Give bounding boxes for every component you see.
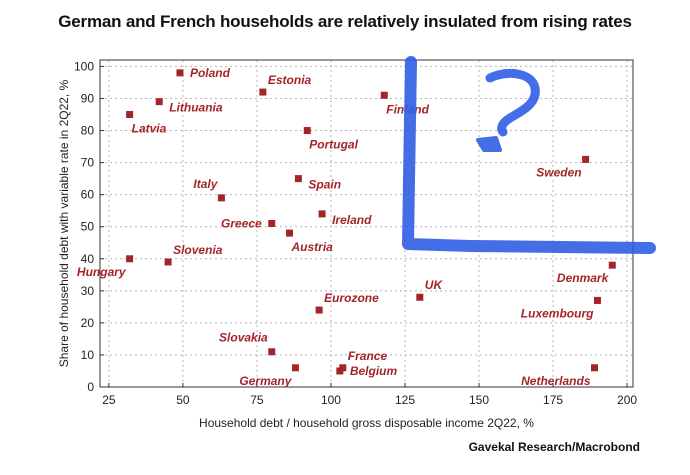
x-axis-label: Household debt / household gross disposa… [199, 416, 534, 430]
point-marker-eurozone [315, 306, 323, 314]
y-axis-label: Share of household debt with variable ra… [57, 79, 71, 367]
x-tick-label: 200 [617, 393, 637, 407]
point-label-estonia: Estonia [268, 73, 312, 87]
point-label-ireland: Ireland [332, 213, 372, 227]
point-label-latvia: Latvia [132, 122, 167, 136]
point-marker-portugal [303, 127, 311, 135]
point-marker-spain [294, 175, 302, 183]
point-label-netherlands: Netherlands [521, 374, 591, 388]
chart-title: German and French households are relativ… [58, 12, 632, 31]
point-marker-luxembourg [593, 296, 601, 304]
point-marker-lithuania [155, 98, 163, 106]
y-tick-label: 40 [81, 252, 95, 266]
point-marker-slovenia [164, 258, 172, 266]
y-tick-label: 100 [74, 59, 94, 73]
annotation-question-mark [485, 68, 540, 137]
y-tick-label: 0 [87, 380, 94, 394]
y-tick-label: 10 [81, 348, 95, 362]
point-label-slovakia: Slovakia [219, 331, 268, 345]
plot-frame [99, 59, 634, 388]
y-tick-label: 60 [81, 188, 95, 202]
tick-layer: 0 10 20 30 40 50 60 70 80 90 100 25 50 75 100 125 150 175… [74, 59, 637, 407]
x-tick-label: 25 [102, 393, 116, 407]
point-label-sweden: Sweden [536, 165, 581, 179]
point-label-greece: Greece [221, 217, 262, 231]
point-marker-netherlands [591, 364, 599, 372]
point-marker-latvia [126, 111, 134, 118]
point-marker-belgium [336, 367, 344, 375]
point-label-italy: Italy [193, 177, 218, 191]
point-marker-slovakia [268, 348, 276, 356]
y-tick-label: 90 [81, 91, 95, 105]
point-label-poland: Poland [190, 66, 231, 80]
annotation-question-dot [476, 136, 502, 152]
point-label-denmark: Denmark [557, 271, 610, 285]
point-marker-italy [217, 194, 225, 202]
grid-layer [100, 60, 633, 387]
point-label-luxembourg: Luxembourg [521, 306, 594, 320]
point-label-slovenia: Slovenia [173, 243, 223, 257]
point-marker-germany [291, 364, 299, 372]
point-marker-estonia [259, 88, 267, 96]
point-marker-poland [176, 69, 184, 77]
y-tick-label: 20 [81, 316, 95, 330]
x-tick-label: 125 [395, 393, 415, 407]
annotation-l-stroke [402, 56, 656, 254]
point-label-hungary: Hungary [77, 265, 127, 279]
point-marker-hungary [126, 255, 134, 263]
point-label-eurozone: Eurozone [324, 291, 379, 305]
point-label-portugal: Portugal [309, 138, 358, 152]
point-label-germany: Germany [239, 374, 292, 388]
point-label-uk: UK [425, 278, 444, 292]
hand-drawn-annotation [402, 56, 656, 254]
point-marker-denmark [608, 261, 616, 269]
point-label-france: France [348, 349, 388, 363]
point-marker-finland [380, 91, 388, 99]
x-tick-label: 100 [321, 393, 341, 407]
point-label-lithuania: Lithuania [169, 101, 223, 115]
y-tick-label: 80 [81, 124, 95, 138]
x-tick-label: 175 [543, 393, 563, 407]
point-marker-ireland [318, 210, 326, 218]
point-label-austria: Austria [291, 240, 334, 254]
point-marker-austria [286, 229, 294, 237]
point-marker-uk [416, 293, 424, 301]
point-layer: PolandLithuaniaLatviaEstoniaFinlandPortu… [77, 66, 616, 388]
point-label-belgium: Belgium [350, 364, 398, 378]
point-label-spain: Spain [308, 178, 341, 192]
x-tick-label: 150 [469, 393, 489, 407]
x-tick-label: 50 [176, 393, 190, 407]
y-tick-label: 50 [81, 220, 95, 234]
source-note: Gavekal Research/Macrobond [468, 440, 640, 454]
point-marker-sweden [582, 155, 590, 163]
y-tick-label: 30 [81, 284, 95, 298]
y-tick-label: 70 [81, 156, 95, 170]
point-marker-greece [268, 220, 276, 227]
x-tick-label: 75 [250, 393, 264, 407]
